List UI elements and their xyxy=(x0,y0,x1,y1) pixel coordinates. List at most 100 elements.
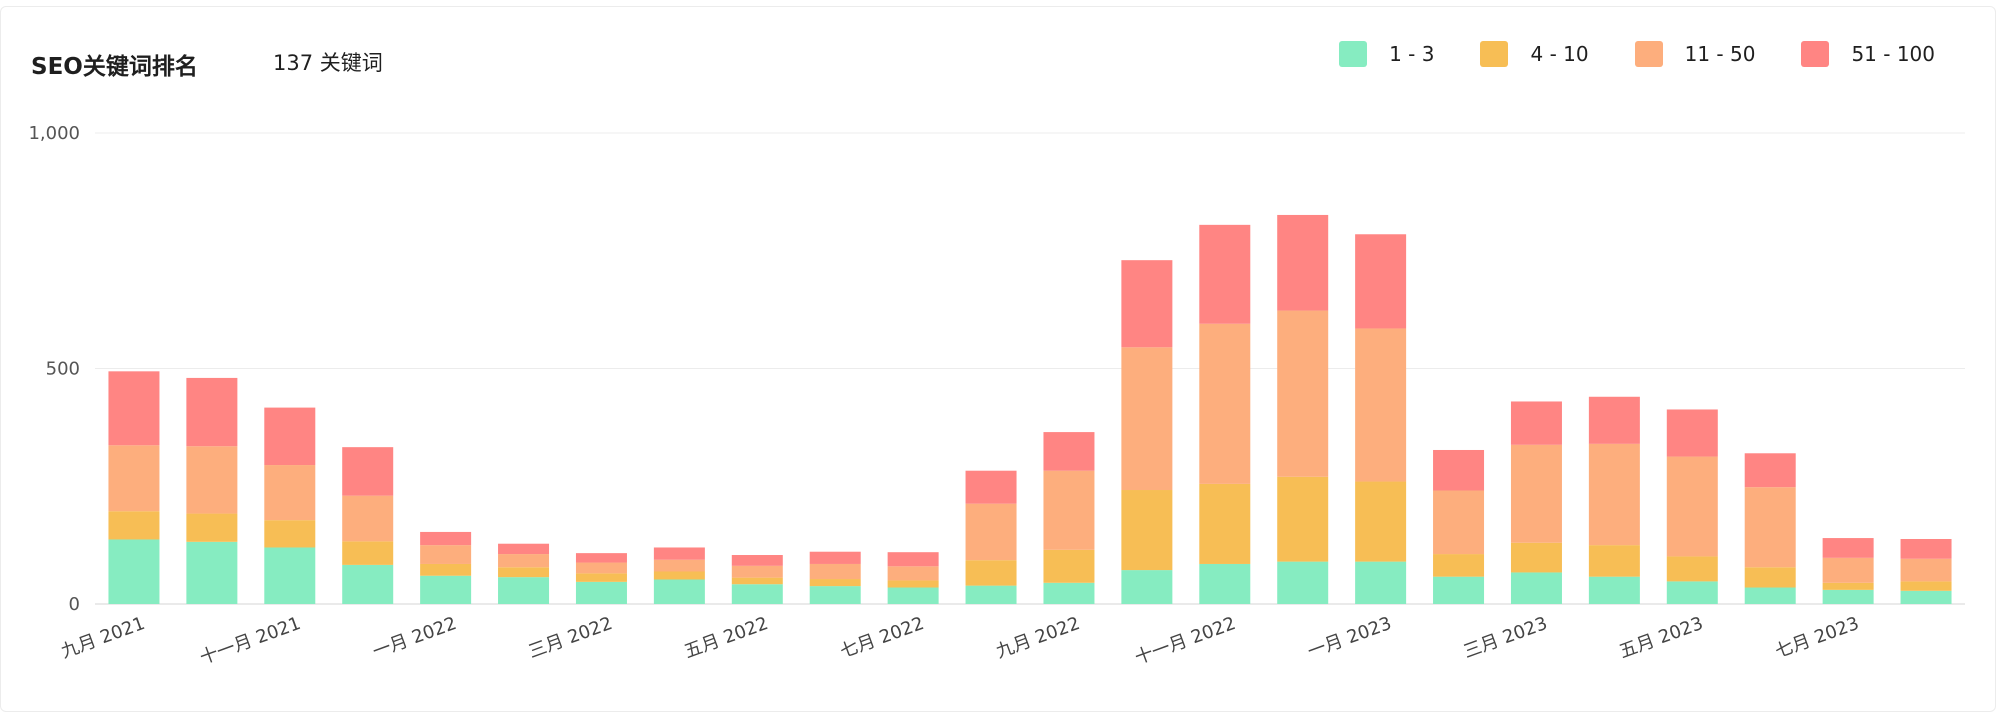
bar-segment[interactable] xyxy=(809,586,861,604)
bar-segment[interactable] xyxy=(731,555,783,566)
bar-segment[interactable] xyxy=(1199,323,1251,484)
bar-segment[interactable] xyxy=(965,560,1017,586)
bar-segment[interactable] xyxy=(1666,581,1718,604)
bar-segment[interactable] xyxy=(1199,224,1251,324)
bar-segment[interactable] xyxy=(1277,476,1329,562)
bar-segment[interactable] xyxy=(1121,347,1173,491)
bar-segment[interactable] xyxy=(342,447,394,496)
bar-segment[interactable] xyxy=(1355,481,1407,562)
bar-segment[interactable] xyxy=(965,585,1017,604)
bar-segment[interactable] xyxy=(887,587,939,604)
bar-segment[interactable] xyxy=(108,445,160,512)
bar-segment[interactable] xyxy=(809,551,861,564)
bar-segment[interactable] xyxy=(186,513,238,542)
bar-segment[interactable] xyxy=(731,577,783,585)
bar-segment[interactable] xyxy=(1744,567,1796,588)
bar-segment[interactable] xyxy=(108,539,160,604)
bar-segment[interactable] xyxy=(1355,234,1407,329)
bar-segment[interactable] xyxy=(1744,487,1796,568)
bar-segment[interactable] xyxy=(1199,563,1251,604)
bar-segment[interactable] xyxy=(420,531,472,546)
bar-segment[interactable] xyxy=(1822,582,1874,590)
bar-segment[interactable] xyxy=(575,562,627,574)
bar-segment[interactable] xyxy=(342,564,394,604)
bar-segment[interactable] xyxy=(1355,328,1407,482)
bar-segment[interactable] xyxy=(1043,470,1095,550)
bar-segment[interactable] xyxy=(108,371,160,446)
legend-item[interactable]: 51 - 100 xyxy=(1801,41,1935,67)
bar-segment[interactable] xyxy=(264,465,316,521)
bar-segment[interactable] xyxy=(1510,542,1562,573)
bar-segment[interactable] xyxy=(1588,545,1640,577)
bar-segment[interactable] xyxy=(264,547,316,604)
bar-segment[interactable] xyxy=(1822,589,1874,604)
bar-segment[interactable] xyxy=(1588,443,1640,546)
bar-segment[interactable] xyxy=(887,566,939,581)
bar-segment[interactable] xyxy=(420,575,472,604)
bar-segment[interactable] xyxy=(498,567,550,578)
bar-segment[interactable] xyxy=(653,547,705,560)
bar-segment[interactable] xyxy=(1433,576,1485,604)
bar-segment[interactable] xyxy=(1666,409,1718,457)
bar-segment[interactable] xyxy=(1355,561,1407,604)
bar-segment[interactable] xyxy=(1199,483,1251,564)
bar-segment[interactable] xyxy=(1433,449,1485,491)
bar-segment[interactable] xyxy=(731,565,783,578)
bar-segment[interactable] xyxy=(264,520,316,548)
bar-segment[interactable] xyxy=(1433,554,1485,577)
bar-segment[interactable] xyxy=(186,541,238,604)
bar-segment[interactable] xyxy=(1510,572,1562,604)
bar-segment[interactable] xyxy=(1744,453,1796,488)
bar-segment[interactable] xyxy=(887,580,939,588)
legend-item[interactable]: 1 - 3 xyxy=(1339,41,1434,67)
bar-segment[interactable] xyxy=(809,563,861,580)
bar-segment[interactable] xyxy=(1043,582,1095,604)
bar-segment[interactable] xyxy=(731,584,783,604)
bar-segment[interactable] xyxy=(575,573,627,582)
bar-segment[interactable] xyxy=(264,407,316,466)
bar-segment[interactable] xyxy=(1822,557,1874,583)
bar-segment[interactable] xyxy=(965,503,1017,561)
bar-segment[interactable] xyxy=(1277,214,1329,311)
bar-segment[interactable] xyxy=(965,470,1017,504)
bar-segment[interactable] xyxy=(420,563,472,576)
bar-segment[interactable] xyxy=(186,377,238,447)
bar-segment[interactable] xyxy=(498,577,550,604)
legend-item[interactable]: 4 - 10 xyxy=(1480,41,1589,67)
bar-segment[interactable] xyxy=(1121,570,1173,604)
bar-segment[interactable] xyxy=(342,541,394,565)
bar-segment[interactable] xyxy=(575,553,627,563)
bar-segment[interactable] xyxy=(1666,456,1718,557)
bar-segment[interactable] xyxy=(108,511,160,540)
bar-segment[interactable] xyxy=(1588,576,1640,604)
bar-segment[interactable] xyxy=(1043,432,1095,471)
bar-segment[interactable] xyxy=(1043,549,1095,583)
bar-segment[interactable] xyxy=(1666,556,1718,582)
bar-segment[interactable] xyxy=(342,495,394,542)
bar-segment[interactable] xyxy=(1277,561,1329,604)
bar-segment[interactable] xyxy=(1433,490,1485,555)
bar-segment[interactable] xyxy=(1900,539,1952,559)
bar-segment[interactable] xyxy=(1900,558,1952,582)
bar-segment[interactable] xyxy=(498,554,550,568)
bar-segment[interactable] xyxy=(1277,310,1329,477)
bar-segment[interactable] xyxy=(809,579,861,587)
legend-item[interactable]: 11 - 50 xyxy=(1634,41,1755,67)
bar-segment[interactable] xyxy=(186,446,238,514)
bar-segment[interactable] xyxy=(653,559,705,572)
bar-segment[interactable] xyxy=(1900,581,1952,591)
bar-segment[interactable] xyxy=(1121,490,1173,571)
bar-segment[interactable] xyxy=(1510,401,1562,445)
bar-segment[interactable] xyxy=(1510,444,1562,543)
bar-segment[interactable] xyxy=(653,579,705,604)
bar-segment[interactable] xyxy=(1822,538,1874,558)
bar-segment[interactable] xyxy=(887,552,939,567)
bar-segment[interactable] xyxy=(498,543,550,555)
bar-segment[interactable] xyxy=(1900,590,1952,604)
bar-segment[interactable] xyxy=(1588,396,1640,444)
bar-segment[interactable] xyxy=(575,581,627,604)
bar-segment[interactable] xyxy=(420,545,472,564)
bar-segment[interactable] xyxy=(1744,587,1796,604)
bar-segment[interactable] xyxy=(653,571,705,580)
bar-segment[interactable] xyxy=(1121,260,1173,348)
